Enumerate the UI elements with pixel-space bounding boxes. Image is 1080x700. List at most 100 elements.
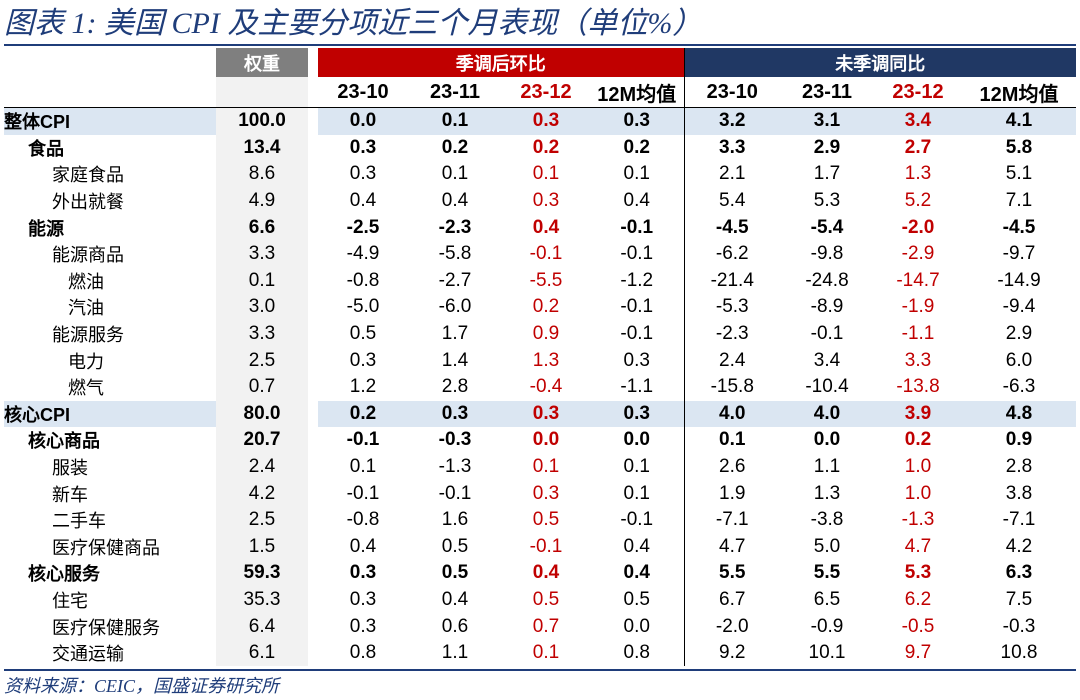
gap-cell bbox=[308, 454, 318, 481]
yoy-cell: 9.7 bbox=[904, 642, 932, 664]
mom-cell: 0.0 bbox=[318, 107, 408, 135]
mom-cell: -5.0 bbox=[346, 296, 380, 318]
gap-cell bbox=[308, 347, 318, 374]
yoy-cell: 1.1 bbox=[813, 456, 841, 478]
mom-cell: -2.5 bbox=[346, 216, 380, 238]
row-label: 交通运输 bbox=[52, 644, 124, 665]
table-row: 能源服务 3.3 0.5 1.7 0.9 -0.1 -2.3 -0.1 -1.1 2.9 bbox=[4, 320, 1076, 348]
row-label: 核心商品 bbox=[28, 431, 100, 452]
yoy-cell: 4.7 bbox=[904, 535, 932, 557]
mom-cell: -5.8 bbox=[438, 243, 472, 265]
mom-cell: 0.1 bbox=[532, 163, 560, 185]
nsa-yoy-header: 未季调同比 bbox=[683, 48, 1076, 77]
yoy-cell: 3.8 bbox=[1005, 482, 1033, 504]
table-row: 核心服务 59.3 0.3 0.5 0.4 0.4 5.5 5.5 5.3 6.3 bbox=[4, 560, 1076, 587]
mom-cell: 0.2 bbox=[441, 136, 469, 158]
yoy-cell: -6.2 bbox=[683, 240, 780, 268]
weight-cell: 20.7 bbox=[216, 427, 308, 454]
weight-cell: 13.4 bbox=[216, 134, 308, 162]
gap-cell bbox=[308, 480, 318, 507]
row-label: 住宅 bbox=[52, 590, 88, 611]
mom-cell: 0.9 bbox=[532, 323, 560, 345]
table-row: 燃气 0.7 1.2 2.8 -0.4 -1.1 -15.8 -10.4 -13.8 -6.3 bbox=[4, 373, 1076, 401]
weight-cell: 6.1 bbox=[216, 639, 308, 667]
row-label: 燃油 bbox=[68, 271, 104, 292]
yoy-cell: 5.3 bbox=[813, 190, 841, 212]
yoy-cell: 4.8 bbox=[962, 400, 1076, 428]
gap-cell bbox=[308, 135, 318, 162]
gap-cell bbox=[308, 640, 318, 667]
weight-cell: 2.5 bbox=[216, 347, 308, 374]
mom-cell: 0.3 bbox=[349, 588, 377, 610]
yoy-cell: 1.9 bbox=[683, 480, 780, 507]
mom-cell: 0.2 bbox=[532, 136, 560, 158]
gap-cell bbox=[308, 587, 318, 614]
mom-cell: 0.3 bbox=[623, 349, 650, 371]
yoy-cell: -21.4 bbox=[683, 267, 780, 295]
weight-cell: 0.1 bbox=[216, 267, 308, 295]
gap-cell bbox=[308, 161, 318, 188]
gap-cell bbox=[308, 374, 318, 401]
yoy-cell: 5.0 bbox=[813, 535, 841, 557]
yoy-cell: 2.4 bbox=[683, 347, 780, 374]
yoy-cell: 4.0 bbox=[780, 400, 874, 428]
yoy-cell: 5.1 bbox=[1005, 163, 1033, 185]
yoy-cell: 4.1 bbox=[962, 107, 1076, 135]
mom-cell: 0.1 bbox=[623, 482, 650, 504]
yoy-cell: 5.5 bbox=[683, 560, 780, 587]
gap-cell bbox=[308, 507, 318, 534]
gap-cell bbox=[308, 188, 318, 215]
weight-cell: 6.4 bbox=[216, 613, 308, 640]
yoy-cell: 5.4 bbox=[683, 187, 780, 215]
row-label: 新车 bbox=[52, 484, 88, 505]
mom-cell: 0.5 bbox=[441, 535, 469, 557]
yoy-cell: 10.1 bbox=[808, 642, 846, 664]
row-label: 汽油 bbox=[68, 298, 104, 319]
yoy-cell: 6.2 bbox=[904, 588, 932, 610]
mom-cell: -0.3 bbox=[438, 429, 472, 451]
yoy-cell: -10.4 bbox=[805, 376, 849, 398]
mom-cell: -0.1 bbox=[529, 243, 563, 265]
mom-cell: 0.3 bbox=[408, 400, 502, 428]
weight-cell: 3.3 bbox=[216, 240, 308, 268]
table-row: 汽油 3.0 -5.0 -6.0 0.2 -0.1 -5.3 -8.9 -1.9 -9.4 bbox=[4, 294, 1076, 321]
mom-cell: 0.4 bbox=[349, 535, 377, 557]
mom-cell: -0.8 bbox=[346, 269, 380, 291]
weight-cell: 0.7 bbox=[216, 373, 308, 401]
yoy-cell: 3.4 bbox=[813, 349, 841, 371]
mom-cell: 0.1 bbox=[623, 456, 650, 478]
header-gap bbox=[308, 48, 318, 77]
table-row: 外出就餐 4.9 0.4 0.4 0.3 0.4 5.4 5.3 5.2 7.1 bbox=[4, 187, 1076, 215]
gap-cell bbox=[308, 241, 318, 268]
yoy-cell: 1.7 bbox=[813, 163, 841, 185]
mom-cell: -0.1 bbox=[620, 296, 654, 318]
mom-cell: -0.4 bbox=[529, 376, 563, 398]
yoy-cell: -1.3 bbox=[901, 509, 935, 531]
yoy-cell: -2.0 bbox=[901, 216, 935, 238]
period-header: 23-10 bbox=[318, 77, 408, 108]
yoy-cell: 1.0 bbox=[904, 482, 932, 504]
yoy-cell: -7.1 bbox=[1002, 509, 1036, 531]
table-row: 电力 2.5 0.3 1.4 1.3 0.3 2.4 3.4 3.3 6.0 bbox=[4, 347, 1076, 374]
weight-cell: 35.3 bbox=[216, 586, 308, 614]
table-row: 整体CPI 100.0 0.0 0.1 0.3 0.3 3.2 3.1 3.4 4.1 bbox=[4, 107, 1076, 135]
yoy-cell: -4.5 bbox=[1002, 216, 1036, 238]
yoy-cell: 4.0 bbox=[683, 400, 780, 428]
table-row: 医疗保健服务 6.4 0.3 0.6 0.7 0.0 -2.0 -0.9 -0.5 -0.3 bbox=[4, 613, 1076, 640]
mom-cell: 0.3 bbox=[502, 107, 590, 135]
yoy-cell: -14.9 bbox=[997, 269, 1041, 291]
yoy-cell: 5.8 bbox=[1005, 136, 1033, 158]
cpi-table: 权重 季调后环比 未季调同比 23-10 23-11 23-12 12M均值 2… bbox=[4, 48, 1076, 667]
yoy-cell: 2.6 bbox=[683, 453, 780, 481]
table-row: 核心CPI 80.0 0.2 0.3 0.3 0.3 4.0 4.0 3.9 4.8 bbox=[4, 400, 1076, 428]
mom-cell: 0.1 bbox=[532, 456, 560, 478]
mom-cell: -5.5 bbox=[529, 269, 563, 291]
row-label: 二手车 bbox=[52, 511, 106, 532]
mom-cell: 0.2 bbox=[318, 400, 408, 428]
mom-cell: -1.1 bbox=[620, 376, 654, 398]
weight-cell: 59.3 bbox=[216, 560, 308, 587]
mom-cell: 0.6 bbox=[441, 615, 469, 637]
yoy-cell: -9.4 bbox=[1002, 296, 1036, 318]
table-row: 住宅 35.3 0.3 0.4 0.5 0.5 6.7 6.5 6.2 7.5 bbox=[4, 586, 1076, 614]
row-label: 整体CPI bbox=[4, 107, 216, 135]
